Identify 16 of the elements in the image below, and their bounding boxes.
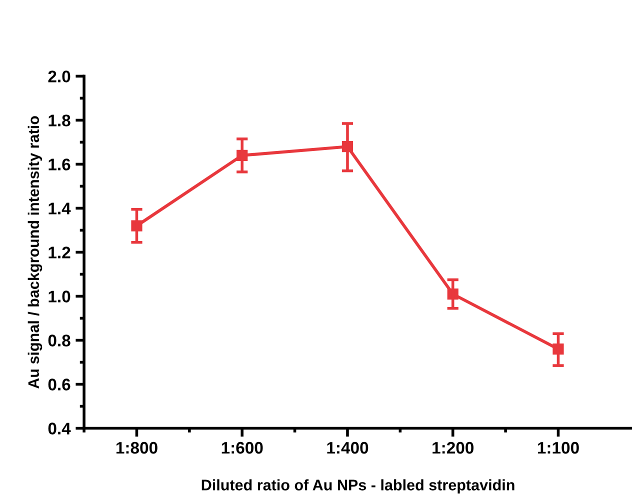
x-tick-label: 1:100 (538, 442, 579, 454)
x-tick-label: 1:600 (222, 442, 263, 454)
y-tick-label: 0.8 (48, 334, 70, 346)
y-tick-label: 0.6 (48, 378, 70, 390)
y-tick-label: 1.2 (48, 246, 70, 258)
y-tick-label: 1.8 (48, 114, 70, 126)
x-tick-label: 1:200 (432, 442, 474, 454)
y-tick-label: 1.4 (48, 202, 71, 214)
x-axis-title: Diluted ratio of Au NPs - labled streptavidin (202, 479, 514, 494)
y-tick-label: 0.4 (48, 422, 71, 434)
y-tick-label: 1.6 (48, 158, 70, 170)
x-tick-label: 1:800 (116, 442, 158, 454)
y-tick-label: 1.0 (48, 290, 70, 302)
x-tick-label: 1:400 (327, 442, 368, 454)
y-tick-label: 2.0 (48, 70, 70, 82)
y-axis-title: Au signal / background intensity ratio (28, 116, 42, 389)
